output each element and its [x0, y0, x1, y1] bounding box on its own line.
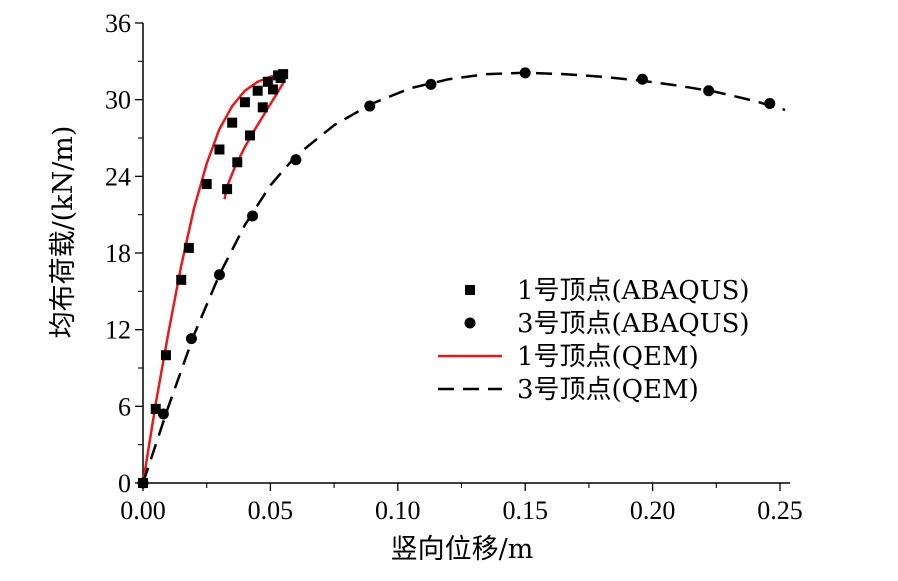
- series-point-circle: [137, 477, 149, 489]
- series-point-circle: [519, 67, 531, 79]
- legend-label: 1号顶点(QEM): [517, 342, 699, 372]
- legend: 1号顶点(ABAQUS)3号顶点(ABAQUS)1号顶点(QEM)3号顶点(QE…: [438, 276, 750, 405]
- x-tick-label: 0.00: [120, 496, 166, 525]
- series-point-square: [176, 274, 187, 285]
- x-axis: 0.00 0.05 0.10 0.15 0.20 0.25: [120, 482, 803, 525]
- series-point-circle: [703, 85, 715, 97]
- y-tick-label: 12: [105, 316, 131, 345]
- y-tick-label: 0: [118, 469, 131, 498]
- series-point-circle: [764, 98, 776, 109]
- series-point-circle: [247, 210, 259, 222]
- x-tick-label: 0.15: [502, 496, 548, 525]
- series-point-square: [227, 117, 238, 128]
- legend-label: 1号顶点(ABAQUS): [517, 276, 750, 306]
- series-point-square: [239, 97, 250, 108]
- series-point-circle: [290, 154, 302, 166]
- series-point-square: [160, 350, 171, 361]
- y-axis-title: 均布荷载/(kN/m): [48, 126, 79, 339]
- x-tick-label: 0.10: [375, 496, 421, 525]
- legend-symbol-circle: [464, 317, 476, 329]
- x-tick-label: 0.05: [248, 496, 294, 525]
- x-tick-label: 0.20: [630, 496, 676, 525]
- y-tick-label: 30: [105, 86, 131, 115]
- plot-series: [137, 67, 786, 489]
- series-point-circle: [213, 269, 225, 281]
- series-point-square: [267, 84, 278, 95]
- series-point-circle: [425, 78, 437, 90]
- y-tick-label: 36: [105, 9, 131, 38]
- series-point-square: [201, 179, 212, 189]
- series-point-square: [232, 157, 243, 168]
- legend-label: 3号顶点(QEM): [517, 375, 699, 405]
- series-point-square: [245, 130, 256, 141]
- y-tick-label: 24: [105, 162, 131, 191]
- series-point-square: [183, 242, 194, 253]
- series-point-square: [214, 144, 225, 155]
- y-tick-label: 6: [118, 392, 131, 421]
- legend-symbol-square: [465, 285, 475, 295]
- y-tick-label: 18: [105, 239, 131, 268]
- legend-label: 3号顶点(ABAQUS): [517, 309, 750, 339]
- y-axis: 0 6 12 18 24 30 36: [105, 9, 144, 498]
- series-point-square: [222, 184, 233, 195]
- series-line: [141, 71, 786, 484]
- series-point-square: [150, 403, 161, 414]
- series-point-circle: [636, 73, 648, 85]
- x-axis-title: 竖向位移/m: [391, 534, 534, 565]
- series-point-square: [252, 85, 263, 96]
- series-point-square: [257, 102, 268, 113]
- x-tick-label: 0.25: [757, 496, 803, 525]
- series-point-square: [262, 76, 273, 87]
- series-point-circle: [157, 408, 169, 420]
- series-point-circle: [185, 333, 197, 345]
- series-point-circle: [364, 100, 376, 112]
- series-point-square: [275, 72, 286, 83]
